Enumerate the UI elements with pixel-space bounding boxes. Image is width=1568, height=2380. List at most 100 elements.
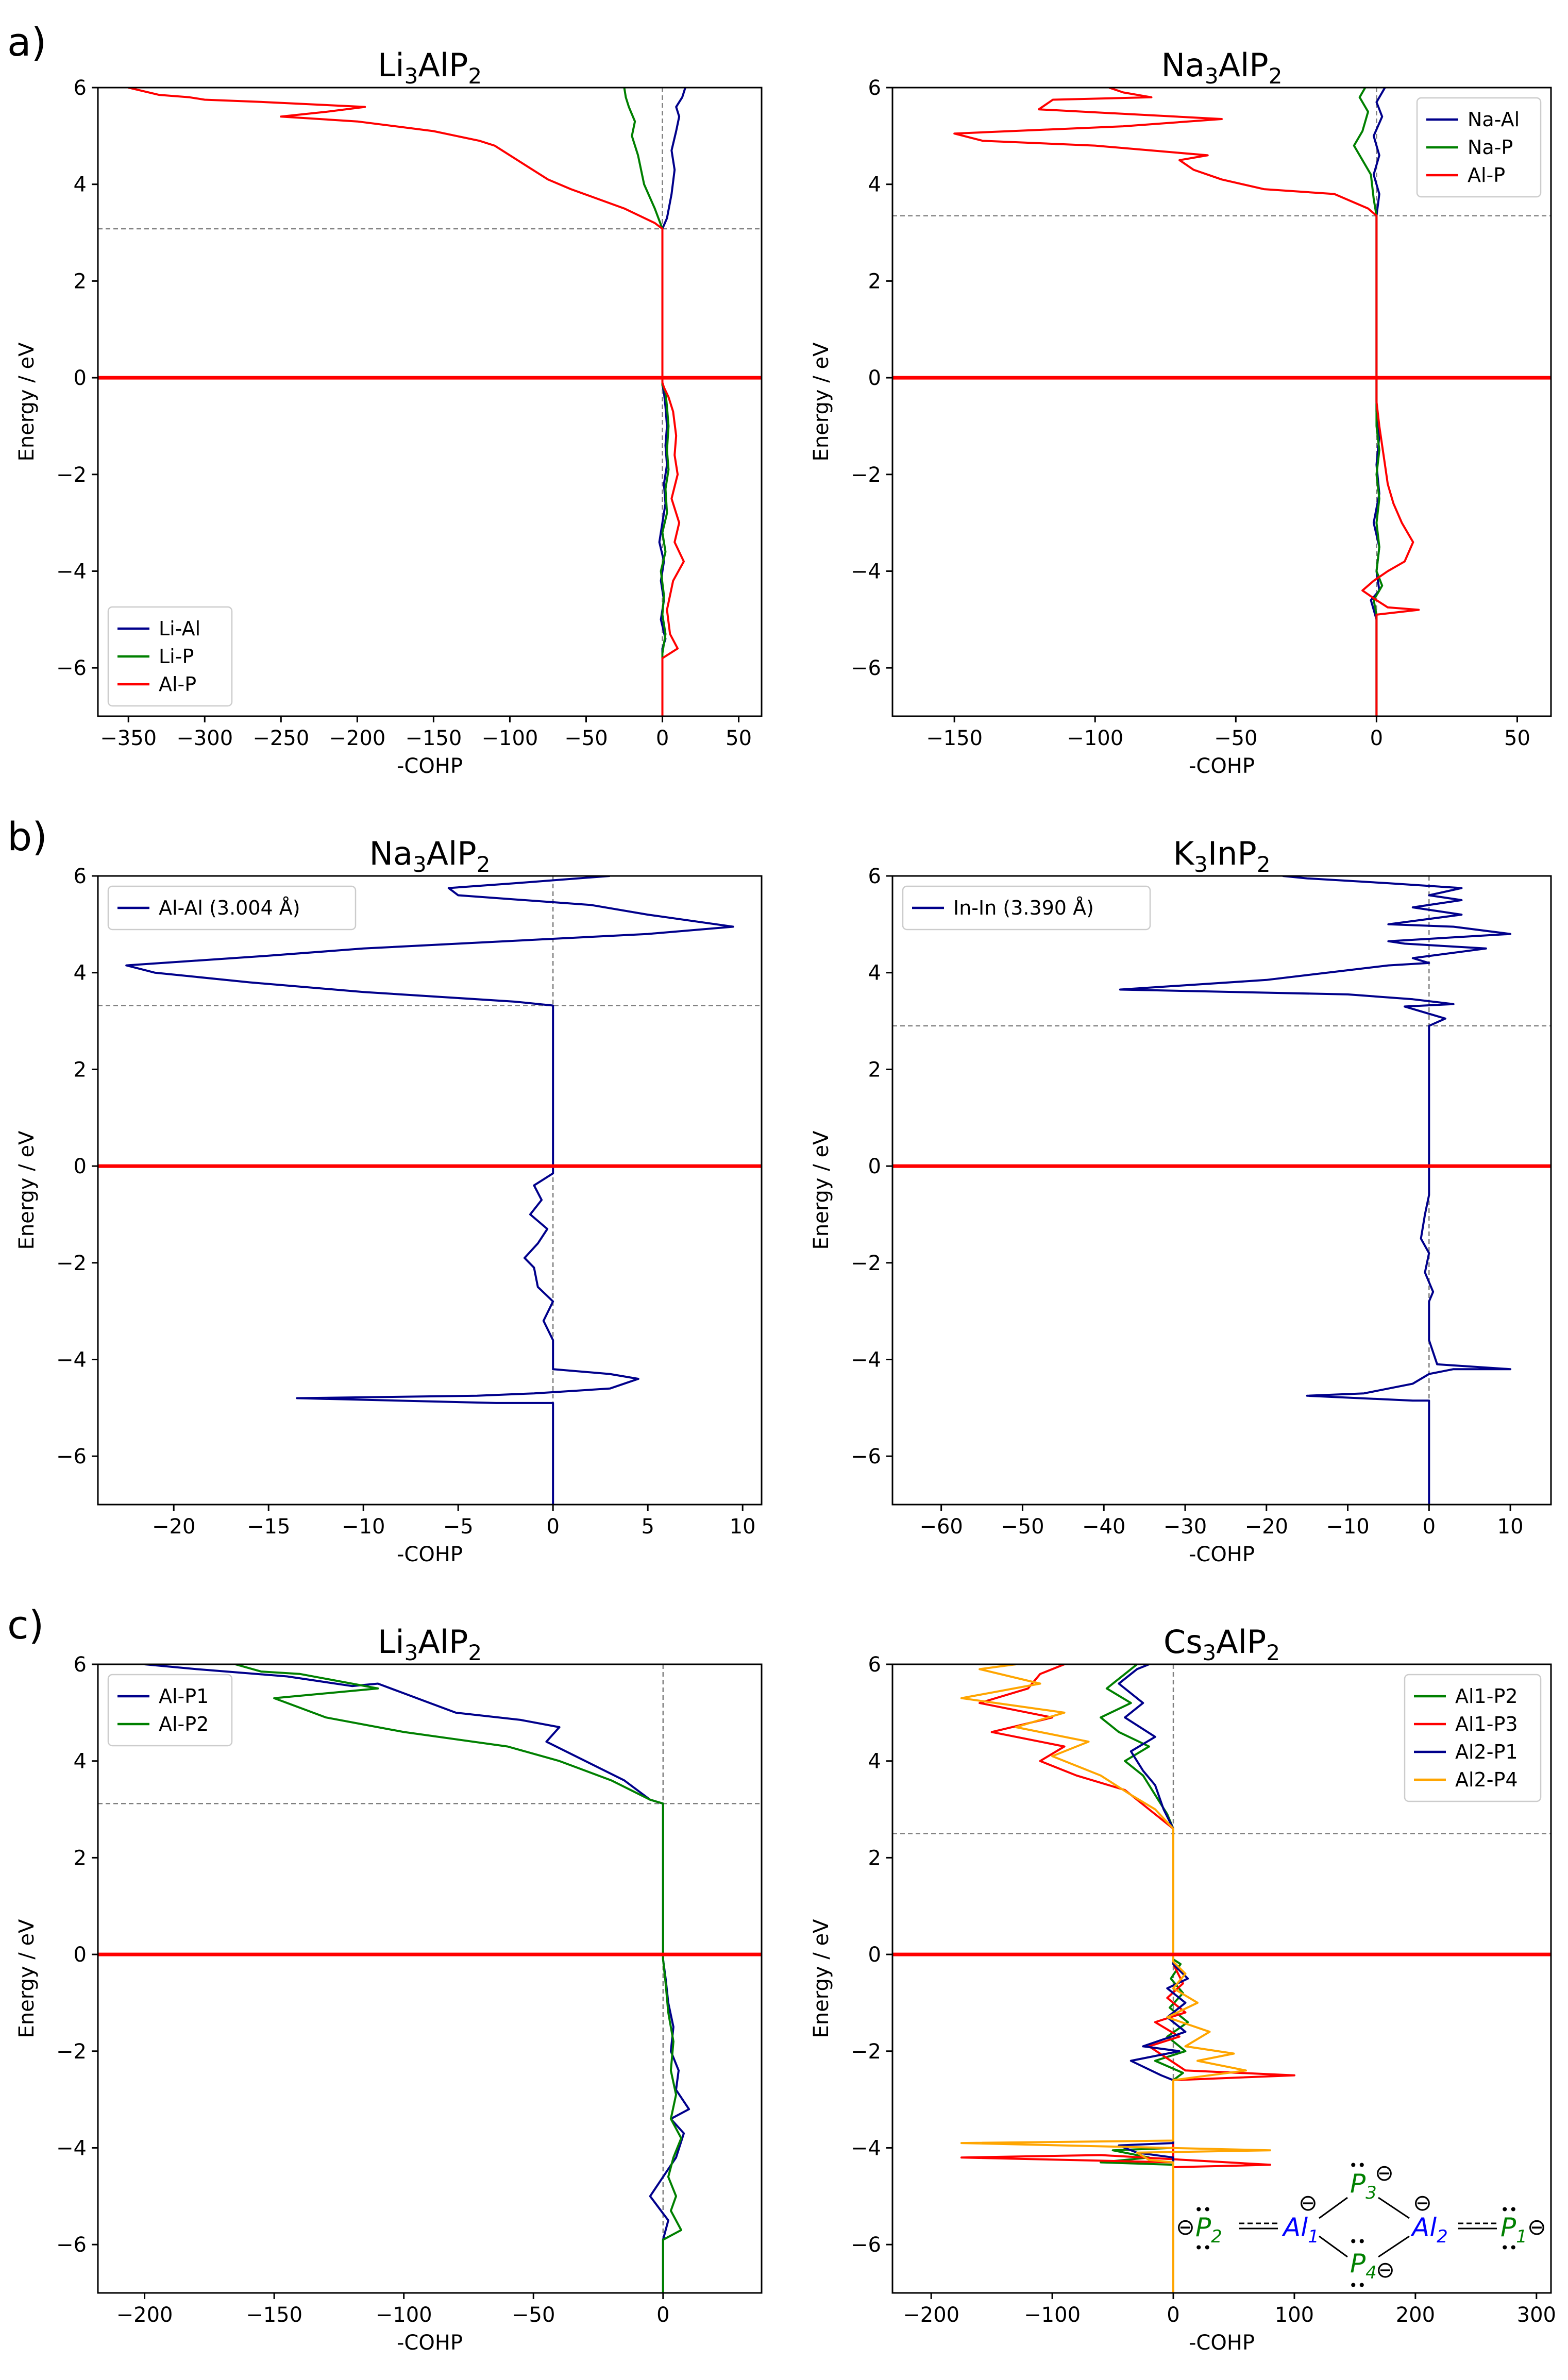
x-tick-label: 0 [546, 1515, 559, 1539]
y-tick-label: 0 [74, 1155, 87, 1178]
x-tick-label: 100 [1275, 2303, 1314, 2327]
bond-p3-al2 [1378, 2197, 1410, 2219]
x-tick-label: 200 [1396, 2303, 1435, 2327]
legend-entry: Al-P2 [159, 1713, 209, 1735]
chart-k3inp2-b: K3InP2−60 −50 −40 −30 −20 −10 0 10−6−4−20246-CO… [810, 835, 1552, 1566]
charge-al1: ⊖ [1299, 2190, 1318, 2216]
x-axis-label: -COHP [397, 2331, 463, 2355]
title-subscript: 2 [1257, 852, 1271, 877]
atom-al2-label: Al [1410, 2213, 1437, 2242]
x-tick-label: −60 [919, 1515, 963, 1539]
x-tick-label: −50 [1001, 1515, 1044, 1539]
legend-box [107, 606, 233, 707]
chart-title: Li3AlP2 [378, 46, 482, 89]
x-tick-label: −350 [100, 727, 157, 750]
y-axis-label: Energy / eV [15, 1130, 39, 1250]
x-tick-label: 0 [656, 2303, 669, 2327]
chart-na3alp2-a: Na3AlP2−150 −100 −50 0 50−6−4−20246-COHPEner… [810, 46, 1552, 778]
x-axis-label: -COHP [397, 754, 463, 778]
x-tick-label: −50 [1214, 727, 1257, 750]
y-tick-label: −4 [851, 1348, 881, 1372]
chart-na3alp2-b: Na3AlP2−20 −15 −10 −5 0 5 10−6−4−20246-COHPEne… [15, 835, 763, 1566]
chart-title: Na3AlP2 [1161, 46, 1283, 89]
atom-p4-sub: 4 [1365, 2263, 1377, 2283]
y-axis-label: Energy / eV [15, 1919, 39, 2038]
lone-pair-p1-bottom: •• [1500, 2239, 1518, 2256]
title-subscript: 3 [404, 1640, 418, 1665]
lone-pair-p4-top: •• [1349, 2233, 1366, 2250]
y-tick-label: 0 [868, 366, 881, 390]
y-tick-label: −2 [851, 2040, 881, 2064]
chart-li3alp2-a: Li3AlP2−350 −300 −250 −200 −150 −100 −50 0 50−6−… [15, 46, 763, 778]
legend: Al-Al (3.004 Å) [107, 885, 357, 931]
charge-p4: ⊖ [1376, 2257, 1395, 2283]
axes-frame [891, 1663, 1552, 2294]
axes-frame [891, 87, 1552, 717]
title-subscript: 2 [468, 1640, 482, 1665]
legend-box [107, 1674, 233, 1747]
legend: Al-P1 Al-P2 [107, 1674, 233, 1747]
bond-p4-al2 [1378, 2235, 1410, 2258]
y-tick-label: 6 [868, 1653, 881, 1677]
y-tick-label: −6 [56, 1445, 87, 1468]
legend-box [107, 885, 357, 931]
title-part: AlP [1219, 46, 1269, 84]
title-part: InP [1208, 835, 1257, 872]
x-tick-label: −150 [405, 727, 462, 750]
atom-al1-label: Al [1282, 2213, 1308, 2242]
atom-p4-label: P [1350, 2249, 1366, 2278]
lone-pair-p2-top: •• [1194, 2201, 1211, 2218]
y-tick-label: 2 [74, 269, 87, 293]
chart-title: Cs3AlP2 [1164, 1623, 1280, 1665]
title-part: AlP [418, 1623, 468, 1661]
legend-entry: Na-P [1468, 136, 1513, 159]
y-tick-label: 2 [868, 1058, 881, 1082]
panel-label-b: b) [7, 814, 47, 859]
y-tick-label: 4 [868, 173, 881, 197]
inset-structure-diagram: ⊖ •• P2 •• ⊖ Al1 •• P3 ⊖ ⊖ Al2 •• P1 •• … [1176, 2157, 1546, 2294]
y-tick-label: 6 [74, 1653, 87, 1677]
atom-al2: Al2 [1410, 2213, 1448, 2247]
legend-entry: Li-P [159, 645, 194, 668]
chart-li3alp2-c: Li3AlP2−200 −150 −100 −50 0−6−4−20246-COHPEn… [15, 1623, 763, 2355]
title-subscript: 2 [1266, 1640, 1280, 1665]
x-tick-label: 0 [1423, 1515, 1436, 1539]
x-tick-label: 0 [1167, 2303, 1179, 2327]
x-tick-label: −200 [903, 2303, 959, 2327]
title-subscript: 3 [1203, 1640, 1217, 1665]
x-tick-label: −5 [443, 1515, 474, 1539]
atom-p2-sub: 2 [1211, 2226, 1222, 2247]
atom-al2-sub: 2 [1437, 2226, 1448, 2247]
title-subscript: 3 [413, 852, 427, 877]
atom-p2: P2 [1195, 2213, 1222, 2247]
legend: Al1-P2 Al1-P3 Al2-P1 Al2-P4 [1404, 1674, 1542, 1802]
legend-entry: Al2-P4 [1455, 1768, 1518, 1791]
series-line-al-al-3-004- [125, 876, 734, 1505]
x-tick-label: −250 [252, 727, 309, 750]
series-line-al-p1 [144, 1664, 690, 2293]
x-tick-label: −200 [329, 727, 385, 750]
legend-entry: Al2-P1 [1455, 1741, 1518, 1763]
x-tick-label: −50 [564, 727, 608, 750]
y-tick-label: 0 [868, 1943, 881, 1967]
y-tick-label: −2 [851, 1252, 881, 1275]
title-part: AlP [418, 46, 468, 84]
x-tick-label: −20 [152, 1515, 195, 1539]
x-tick-label: −100 [482, 727, 538, 750]
atom-p1-sub: 1 [1516, 2226, 1527, 2247]
y-tick-label: −2 [56, 2040, 87, 2064]
x-tick-label: −30 [1164, 1515, 1207, 1539]
x-tick-label: 0 [1370, 727, 1383, 750]
y-tick-label: −4 [851, 2136, 881, 2160]
series-line-li-p [623, 88, 670, 668]
x-tick-label: −10 [1326, 1515, 1369, 1539]
axes-frame [97, 875, 763, 1506]
x-tick-label: 10 [1497, 1515, 1524, 1539]
atom-al1: Al1 [1282, 2213, 1319, 2247]
y-tick-label: 4 [74, 173, 87, 197]
axes-frame [891, 875, 1552, 1506]
panel-label-c: c) [7, 1602, 44, 1648]
y-tick-label: −2 [56, 1252, 87, 1275]
title-subscript: 3 [404, 63, 418, 89]
